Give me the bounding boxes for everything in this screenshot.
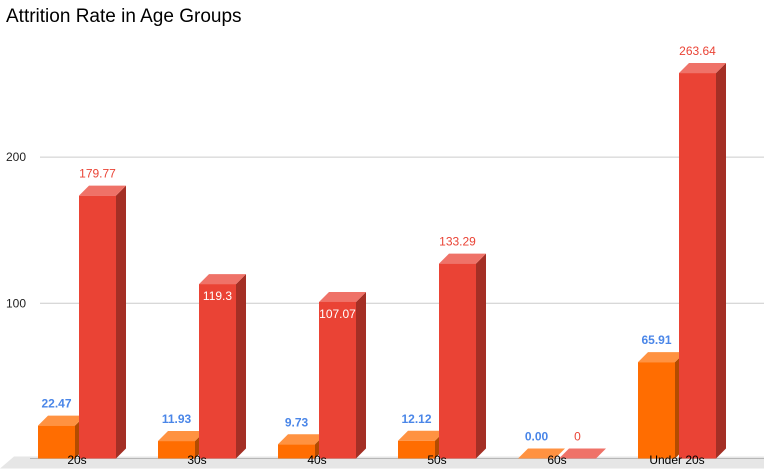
bar-series1 — [158, 441, 195, 459]
bar-series2-side — [476, 253, 486, 459]
data-label-series1: 65.91 — [641, 333, 671, 347]
data-label-series2: 179.77 — [79, 167, 116, 181]
bar-series1 — [398, 440, 435, 459]
y-tick-label: 200 — [6, 150, 26, 164]
chart-title: Attrition Rate in Age Groups — [6, 6, 242, 27]
bar-series1 — [638, 362, 675, 459]
bar-series1-top — [398, 430, 445, 441]
bar-series1-top — [278, 434, 325, 445]
bar-series2-side — [356, 291, 366, 459]
bar-series1-top — [38, 415, 85, 426]
data-label-series2: 133.29 — [439, 235, 476, 249]
bar-series1-top — [518, 448, 565, 459]
bar-series1-top — [638, 352, 685, 363]
data-label-series1: 22.47 — [41, 397, 71, 411]
bar-series2 — [679, 73, 716, 459]
x-tick-label: 20s — [67, 453, 86, 467]
bar-series2 — [79, 195, 116, 459]
bar-series1 — [278, 444, 315, 459]
y-tick-label: 100 — [6, 296, 26, 310]
data-label-series2: 107.07 — [319, 307, 356, 321]
bar-series2-top — [199, 274, 246, 285]
x-tick-label: 30s — [187, 453, 206, 467]
bar-series2-side — [716, 63, 726, 459]
data-label-series1: 9.73 — [285, 415, 309, 429]
bar-series2-top — [679, 63, 726, 74]
bar-series2-side — [236, 274, 246, 459]
data-label-series2: 0 — [574, 430, 581, 444]
data-label-series1: 0.00 — [525, 430, 549, 444]
bar-series2-top — [79, 185, 126, 196]
x-tick-label: 40s — [307, 453, 326, 467]
bar-series2-top — [319, 291, 366, 302]
x-tick-label: 50s — [427, 453, 446, 467]
data-label-series2: 119.3 — [203, 289, 232, 303]
bar-series1 — [38, 425, 75, 459]
floor — [0, 456, 764, 469]
x-tick-label: Under 20s — [649, 453, 704, 467]
bar-series1-top — [158, 431, 205, 442]
bar-series2 — [199, 284, 236, 459]
data-label-series1: 12.12 — [401, 412, 431, 426]
x-tick-label: 60s — [547, 453, 566, 467]
bar-series2 — [319, 301, 356, 459]
bar-series2-top — [439, 253, 486, 264]
data-label-series2: 263.64 — [679, 44, 716, 58]
bar-series2 — [439, 263, 476, 459]
bar-series2-side — [116, 185, 126, 459]
data-label-series1: 11.93 — [162, 412, 192, 426]
bar-series2-top — [559, 448, 606, 459]
